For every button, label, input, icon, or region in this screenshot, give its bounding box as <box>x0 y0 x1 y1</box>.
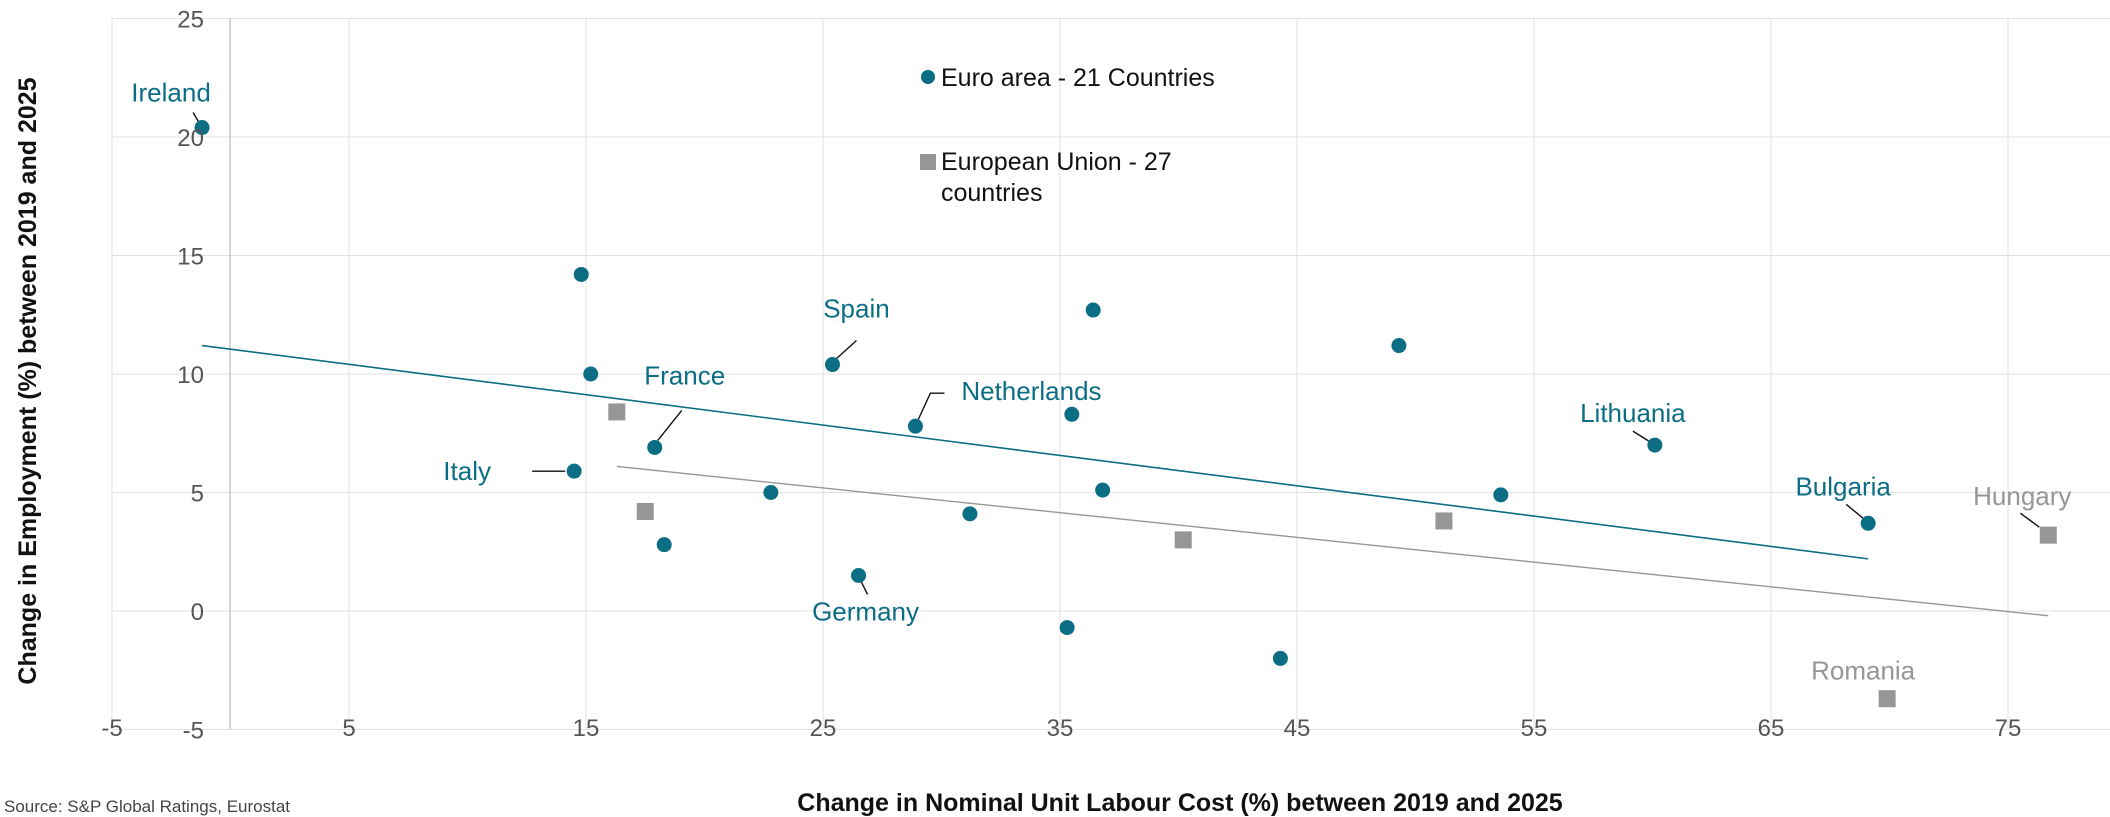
euro-area-point <box>194 120 210 136</box>
point-label-netherlands: Netherlands <box>961 376 1101 406</box>
euro-area-point <box>824 357 840 373</box>
eu-point <box>2039 526 2057 544</box>
point-label-romania: Romania <box>1811 656 1916 686</box>
euro-area-point <box>962 506 978 522</box>
euro-area-point <box>573 266 589 282</box>
euro-area-point <box>583 366 599 382</box>
point-label-germany: Germany <box>812 596 919 626</box>
y-tick-label: 20 <box>177 125 204 152</box>
point-label-spain: Spain <box>823 294 890 324</box>
point-labels: Ireland Italy France Spain Germany Netherland… <box>131 78 2071 686</box>
euro-area-point <box>1493 487 1509 503</box>
point-label-ireland: Ireland <box>131 78 211 108</box>
x-tick-label: 45 <box>1284 715 1311 742</box>
x-tick-label: 5 <box>342 715 355 742</box>
source-note: Source: S&P Global Ratings, Eurostat <box>4 797 290 816</box>
legend-marker-eu <box>920 154 936 170</box>
leader-line-spain <box>835 340 857 361</box>
leader-line-lithuania <box>1632 430 1650 442</box>
point-label-bulgaria: Bulgaria <box>1795 471 1891 501</box>
x-tick-label: 35 <box>1047 715 1074 742</box>
x-tick-label: 25 <box>810 715 837 742</box>
euro-area-point <box>1095 482 1111 498</box>
eu-point <box>1174 531 1192 549</box>
point-label-france: France <box>644 360 725 390</box>
legend-label-eu: European Union - 27 countries <box>941 148 1179 207</box>
trendline-eu <box>616 465 2049 617</box>
euro-area-point <box>1391 338 1407 354</box>
x-axis-title: Change in Nominal Unit Labour Cost (%) b… <box>797 789 1563 817</box>
x-tick-label: 15 <box>573 715 600 742</box>
y-axis-title: Change in Employment (%) between 2019 an… <box>14 77 42 684</box>
eu-point <box>1878 690 1896 708</box>
leader-line-hungary <box>2019 512 2040 528</box>
euro-area-point <box>647 439 663 455</box>
legend-label-euro-area: Euro area - 21 Countries <box>941 64 1215 92</box>
euro-area-point <box>1860 515 1876 531</box>
euro-area-point <box>1647 437 1663 453</box>
euro-area-point <box>656 537 672 553</box>
eu-point <box>636 502 654 520</box>
point-label-italy: Italy <box>443 456 491 486</box>
x-tick-label: 55 <box>1521 715 1548 742</box>
euro-area-point <box>851 567 867 583</box>
leader-line-france <box>657 410 683 441</box>
euro-area-point <box>566 463 582 479</box>
point-label-lithuania: Lithuania <box>1580 398 1686 428</box>
x-tick-label: 75 <box>1995 715 2022 742</box>
leader-line-germany <box>859 580 869 595</box>
euro-area-point <box>907 418 923 434</box>
y-tick-label: 25 <box>177 7 204 34</box>
euro-area-point <box>1059 620 1075 636</box>
euro-area-point <box>1272 650 1288 666</box>
x-tick-label: -5 <box>101 715 122 742</box>
legend-marker-euro-area <box>921 70 935 84</box>
leader-line-bulgaria <box>1845 503 1864 519</box>
trendline-euro-area <box>201 344 1869 560</box>
euro-area-point <box>1085 302 1101 318</box>
point-label-hungary: Hungary <box>1973 481 2071 511</box>
y-tick-label: 5 <box>191 481 204 508</box>
tick-labels: -5 5 15 25 35 45 55 65 75 -5 0 5 10 15 20 25 <box>101 7 2021 745</box>
grid-lines <box>111 18 2110 730</box>
y-tick-label: 0 <box>191 599 204 626</box>
y-tick-label: 15 <box>177 244 204 271</box>
euro-area-point <box>1064 406 1080 422</box>
y-tick-label: -5 <box>183 718 204 745</box>
x-tick-label: 65 <box>1758 715 1785 742</box>
label-leader-lines <box>192 112 2040 595</box>
trendlines <box>201 344 2049 617</box>
leader-line-netherlands <box>917 392 945 420</box>
legend: Euro area - 21 Countries European Union … <box>920 64 1215 207</box>
data-points <box>194 120 2057 708</box>
eu-point <box>1435 512 1453 530</box>
eu-point <box>608 403 626 421</box>
y-tick-label: 10 <box>177 362 204 389</box>
euro-area-point <box>763 485 779 500</box>
